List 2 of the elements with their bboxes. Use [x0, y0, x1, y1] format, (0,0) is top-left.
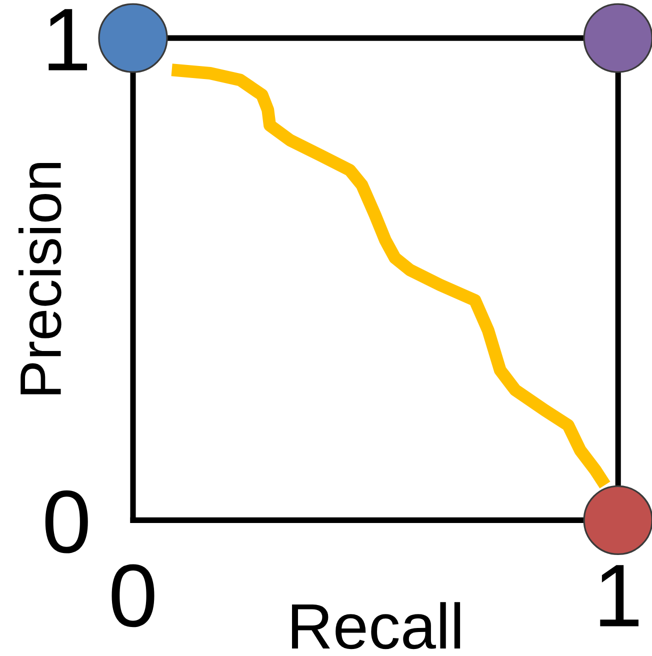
x-axis-title: Recall: [292, 602, 460, 650]
y-axis-title: Precision: [18, 162, 62, 394]
